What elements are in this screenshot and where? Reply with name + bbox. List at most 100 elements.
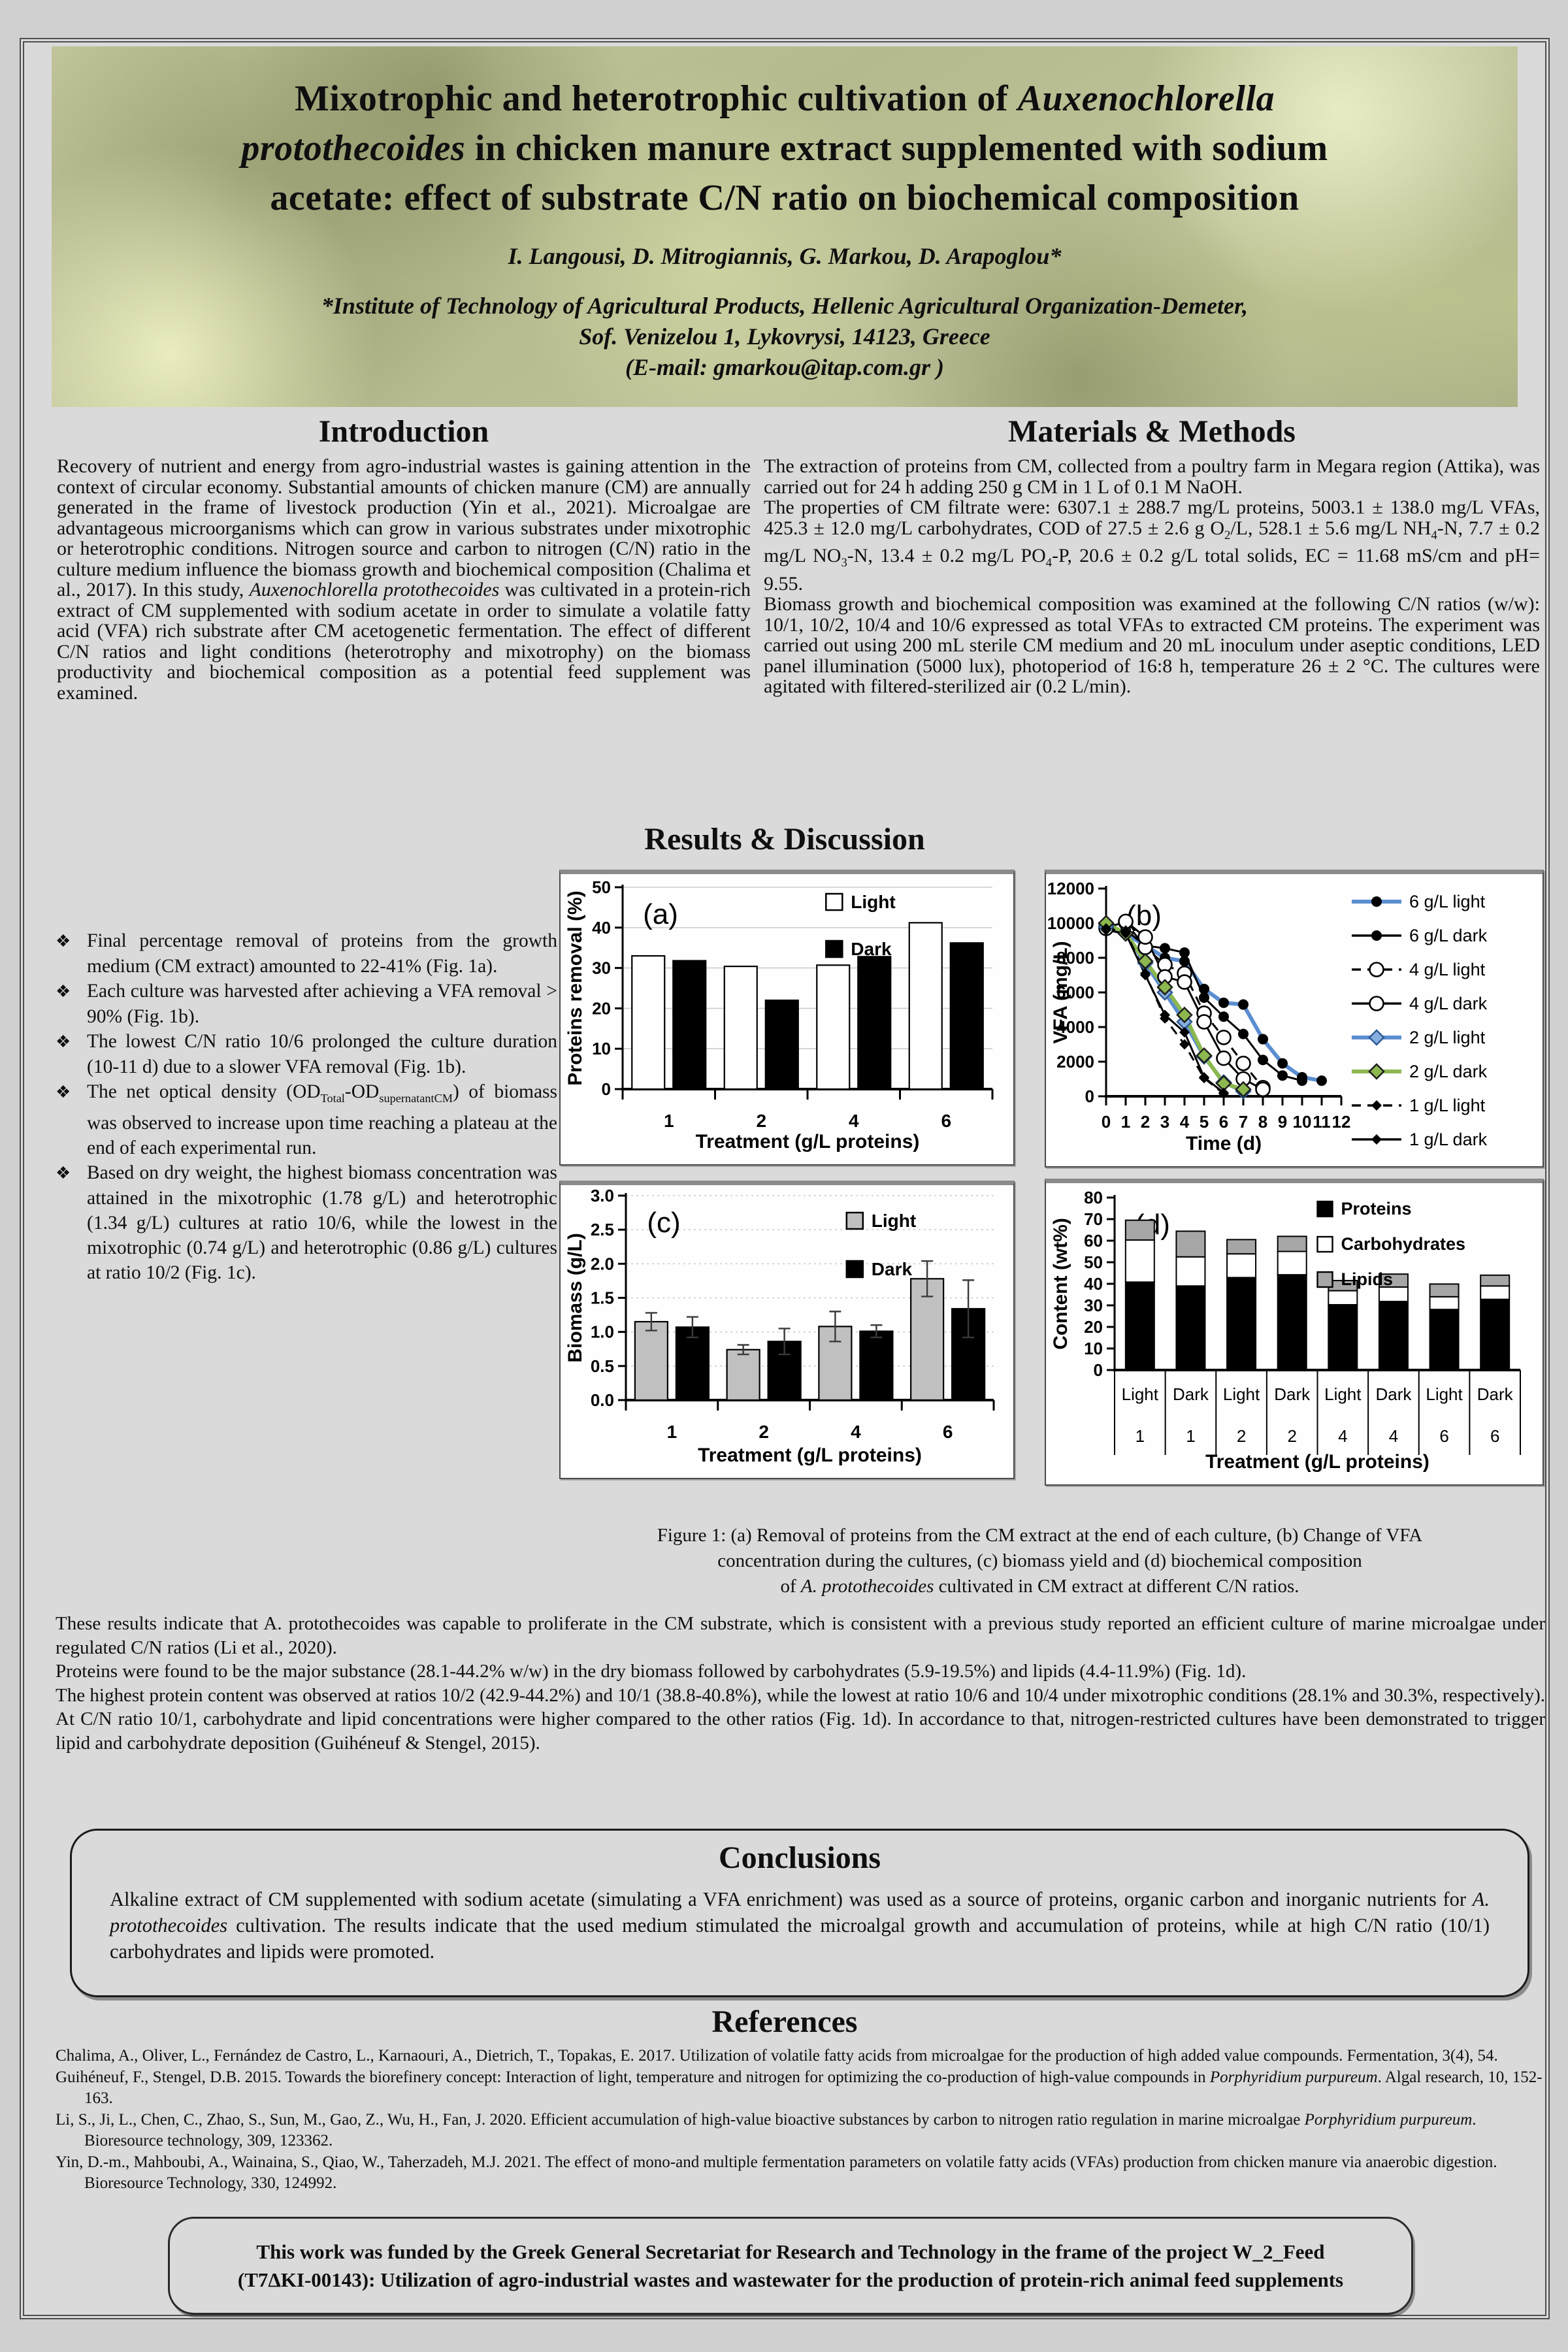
funding-acknowledgment-box: This work was funded by the Greek Genera… bbox=[168, 2217, 1413, 2315]
svg-text:11: 11 bbox=[1313, 1112, 1331, 1132]
svg-text:1.5: 1.5 bbox=[591, 1288, 614, 1308]
svg-text:8: 8 bbox=[1258, 1112, 1267, 1132]
affiliation: *Institute of Technology of Agricultural… bbox=[52, 291, 1518, 383]
bullet-item: ❖ The lowest C/N ratio 10/6 prolonged the… bbox=[56, 1031, 557, 1077]
svg-text:Light: Light bbox=[872, 1211, 916, 1231]
svg-text:4: 4 bbox=[851, 1422, 861, 1442]
svg-text:40: 40 bbox=[592, 918, 611, 938]
svg-text:6: 6 bbox=[1219, 1112, 1228, 1132]
svg-text:(c): (c) bbox=[647, 1207, 680, 1239]
reference-item: Guihéneuf, F., Stengel, D.B. 2015. Towar… bbox=[56, 2068, 1543, 2108]
svg-text:0.5: 0.5 bbox=[591, 1356, 614, 1376]
affiliation-line: *Institute of Technology of Agricultural… bbox=[321, 293, 1249, 319]
results-heading: Results & Discussion bbox=[644, 822, 925, 857]
conclusions-heading: Conclusions bbox=[718, 1840, 881, 1875]
bullet-diamond-icon: ❖ bbox=[56, 932, 71, 951]
methods-paragraph: Biomass growth and biochemical compositi… bbox=[764, 593, 1540, 697]
caption-line: concentration during the cultures, (c) b… bbox=[717, 1550, 1362, 1571]
svg-text:1: 1 bbox=[1135, 1426, 1145, 1446]
references-list: Chalima, A., Oliver, L., Fernández de Ca… bbox=[56, 2046, 1546, 2195]
bullet-item: ❖ Final percentage removal of proteins fr… bbox=[56, 930, 557, 977]
reference-item: Li, S., Ji, L., Chen, C., Zhao, S., Sun,… bbox=[56, 2110, 1477, 2150]
bullet-diamond-icon: ❖ bbox=[56, 1163, 71, 1183]
svg-text:10: 10 bbox=[1084, 1339, 1103, 1358]
svg-text:30: 30 bbox=[1084, 1296, 1103, 1315]
svg-text:30: 30 bbox=[592, 958, 611, 978]
svg-text:6: 6 bbox=[941, 1111, 951, 1131]
svg-text:Light: Light bbox=[1223, 1384, 1260, 1404]
svg-text:2 g/L light: 2 g/L light bbox=[1409, 1028, 1486, 1047]
svg-text:Treatment (g/L proteins): Treatment (g/L proteins) bbox=[698, 1445, 922, 1466]
svg-text:4: 4 bbox=[1338, 1426, 1347, 1446]
svg-text:2: 2 bbox=[759, 1422, 769, 1442]
svg-text:Light: Light bbox=[1324, 1384, 1362, 1404]
svg-text:2000: 2000 bbox=[1056, 1052, 1094, 1071]
bullet-diamond-icon: ❖ bbox=[56, 1083, 71, 1102]
conclusions-box: Conclusions Alkaline extract of CM suppl… bbox=[70, 1829, 1529, 1997]
svg-text:1 g/L light: 1 g/L light bbox=[1409, 1096, 1486, 1115]
bullet-item: ❖ The net optical density (ODTotal-ODsupe… bbox=[56, 1081, 558, 1158]
svg-text:Light: Light bbox=[851, 892, 895, 912]
methods-body: The extraction of proteins from CM, coll… bbox=[764, 456, 1540, 697]
svg-text:Proteins removal (%): Proteins removal (%) bbox=[564, 890, 586, 1085]
authors-line: I. Langousi, D. Mitrogiannis, G. Markou,… bbox=[508, 243, 1062, 269]
svg-text:Biomass (g/L): Biomass (g/L) bbox=[564, 1233, 586, 1362]
svg-text:1: 1 bbox=[664, 1111, 674, 1131]
title-line: protothecoides in chicken manure extract… bbox=[241, 128, 1328, 169]
svg-text:Dark: Dark bbox=[1375, 1384, 1412, 1404]
discussion-paragraph: These results indicate that A. protothec… bbox=[56, 1613, 1545, 1658]
svg-text:Treatment (g/L proteins): Treatment (g/L proteins) bbox=[696, 1131, 920, 1152]
svg-text:4 g/L light: 4 g/L light bbox=[1409, 960, 1486, 979]
bullet-item: ❖ Based on dry weight, the highest biomas… bbox=[56, 1162, 557, 1283]
svg-text:80: 80 bbox=[1084, 1188, 1103, 1207]
results-bullet-list: ❖ Final percentage removal of proteins fr… bbox=[56, 928, 557, 1285]
svg-text:4: 4 bbox=[1389, 1426, 1398, 1446]
svg-text:9: 9 bbox=[1278, 1112, 1287, 1132]
svg-text:0: 0 bbox=[1085, 1086, 1094, 1106]
svg-text:3.0: 3.0 bbox=[591, 1186, 614, 1205]
poster-frame: Mixotrophic and heterotrophic cultivatio… bbox=[20, 38, 1550, 2319]
svg-text:5: 5 bbox=[1200, 1112, 1209, 1132]
svg-text:2: 2 bbox=[1141, 1112, 1150, 1132]
svg-text:Time (d): Time (d) bbox=[1186, 1133, 1262, 1154]
introduction-body: Recovery of nutrient and energy from agr… bbox=[57, 455, 751, 704]
affiliation-line: (E-mail: gmarkou@itap.com.gr ) bbox=[625, 354, 944, 380]
methods-heading: Materials & Methods bbox=[1008, 414, 1296, 449]
svg-text:2.5: 2.5 bbox=[591, 1220, 614, 1239]
svg-text:50: 50 bbox=[1084, 1252, 1103, 1272]
bullet-diamond-icon: ❖ bbox=[56, 1032, 71, 1051]
svg-text:Light: Light bbox=[1426, 1384, 1463, 1404]
svg-text:4 g/L dark: 4 g/L dark bbox=[1409, 994, 1488, 1013]
svg-text:0: 0 bbox=[602, 1079, 611, 1099]
svg-text:6: 6 bbox=[943, 1422, 953, 1442]
svg-text:60: 60 bbox=[1084, 1231, 1103, 1250]
svg-text:Dark: Dark bbox=[851, 939, 892, 959]
svg-text:Dark: Dark bbox=[1173, 1384, 1209, 1404]
svg-text:2: 2 bbox=[756, 1111, 766, 1131]
svg-text:Lipids: Lipids bbox=[1341, 1269, 1394, 1289]
svg-text:6: 6 bbox=[1490, 1426, 1499, 1446]
funding-line: (T7ΔKI-00143): Utilization of agro-indus… bbox=[237, 2268, 1344, 2291]
svg-text:4000: 4000 bbox=[1056, 1017, 1094, 1037]
svg-text:2: 2 bbox=[1237, 1426, 1246, 1446]
svg-text:10: 10 bbox=[1293, 1112, 1312, 1132]
svg-text:VFA (mg/L): VFA (mg/L) bbox=[1050, 941, 1071, 1043]
svg-text:10000: 10000 bbox=[1047, 913, 1094, 933]
svg-text:40: 40 bbox=[1084, 1274, 1103, 1294]
svg-text:4: 4 bbox=[1180, 1112, 1190, 1132]
svg-text:Light: Light bbox=[1122, 1384, 1159, 1404]
methods-paragraph: The extraction of proteins from CM, coll… bbox=[764, 455, 1540, 498]
discussion-paragraph: Proteins were found to be the major subs… bbox=[56, 1661, 1247, 1682]
references-heading: References bbox=[711, 2004, 858, 2039]
svg-text:2: 2 bbox=[1287, 1426, 1296, 1446]
svg-text:70: 70 bbox=[1084, 1209, 1103, 1229]
svg-text:6 g/L light: 6 g/L light bbox=[1409, 892, 1486, 911]
svg-text:10: 10 bbox=[592, 1039, 611, 1058]
svg-text:2 g/L dark: 2 g/L dark bbox=[1409, 1062, 1488, 1081]
figure-1c-biomass-chart: 0.0 0.5 1.0 1.5 2.0 2.5 3.0 Treatment (g/L prot… bbox=[559, 1181, 1015, 1479]
affiliation-line: Sof. Venizelou 1, Lykovrysi, 14123, Gree… bbox=[579, 323, 990, 350]
methods-paragraph: The properties of CM filtrate were: 6307… bbox=[764, 497, 1541, 595]
svg-text:1: 1 bbox=[1121, 1112, 1130, 1132]
svg-text:6 g/L dark: 6 g/L dark bbox=[1409, 926, 1488, 945]
figure-1a-proteins-removal-chart: 0 10 20 30 40 50 Treatment (g/L proteins) Prote… bbox=[559, 870, 1015, 1166]
